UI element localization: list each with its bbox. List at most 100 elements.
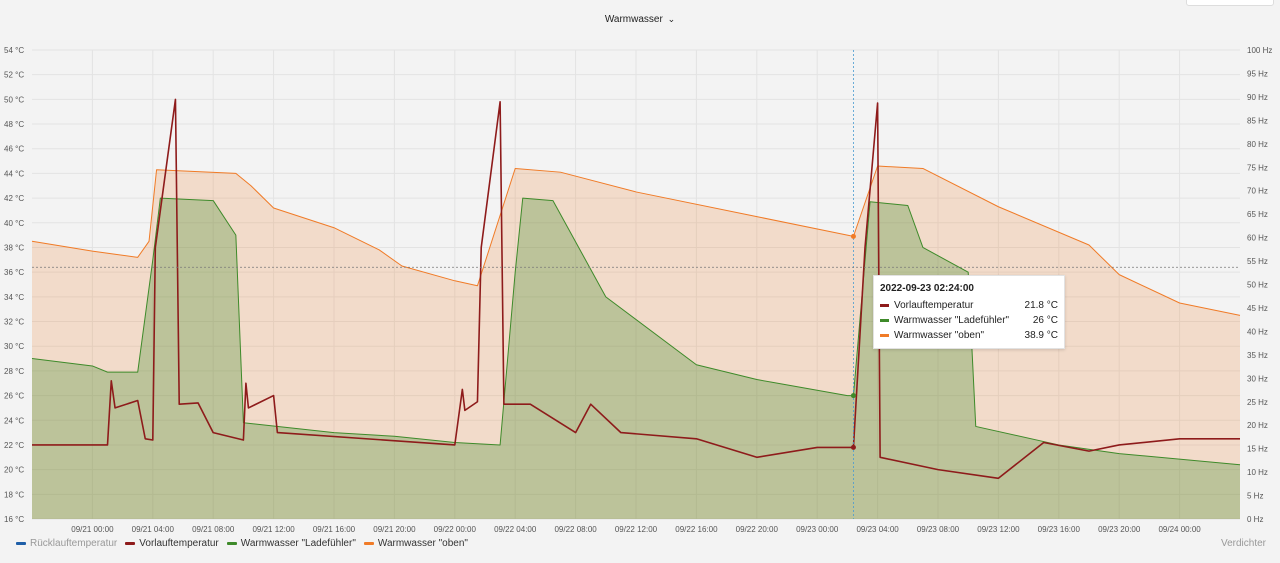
tooltip-time: 2022-09-23 02:24:00 xyxy=(880,283,974,294)
y2-tick-label: 55 Hz xyxy=(1247,257,1268,266)
panel-title[interactable]: Warmwasser ⌄ xyxy=(0,14,1280,25)
y2-tick-label: 0 Hz xyxy=(1247,515,1263,524)
y2-tick-label: 95 Hz xyxy=(1247,69,1268,78)
x-tick-label: 09/23 08:00 xyxy=(917,525,960,534)
y-tick-label: 28 °C xyxy=(4,367,24,376)
x-tick-label: 09/22 16:00 xyxy=(675,525,718,534)
series-area xyxy=(32,166,1240,519)
y-tick-label: 52 °C xyxy=(4,71,24,80)
x-tick-label: 09/23 00:00 xyxy=(796,525,839,534)
legend-swatch xyxy=(125,542,136,545)
legend: Rücklauftemperatur Vorlauftemperatur War… xyxy=(16,538,468,549)
x-tick-label: 09/23 20:00 xyxy=(1098,525,1141,534)
y2-tick-label: 80 Hz xyxy=(1247,140,1268,149)
series-line xyxy=(31,165,1241,316)
series-line xyxy=(32,98,1240,480)
y-tick-label: 50 °C xyxy=(4,95,24,104)
tooltip-row: Warmwasser "oben" 38.9 °C xyxy=(874,328,1064,343)
legend-item-oben[interactable]: Warmwasser "oben" xyxy=(363,538,468,549)
y-tick-label: 20 °C xyxy=(4,466,24,475)
time-picker-box[interactable] xyxy=(1186,0,1274,6)
legend-item-vorlauf[interactable]: Vorlauftemperatur xyxy=(125,538,219,549)
y-tick-label: 46 °C xyxy=(4,145,24,154)
y2-tick-label: 70 Hz xyxy=(1247,187,1268,196)
x-tick-label: 09/21 20:00 xyxy=(373,525,416,534)
x-tick-label: 09/22 00:00 xyxy=(434,525,477,534)
tooltip-swatch-ladefuehler xyxy=(880,319,889,322)
x-tick-label: 09/23 12:00 xyxy=(977,525,1020,534)
tooltip-value: 21.8 °C xyxy=(1024,300,1058,311)
y-tick-label: 40 °C xyxy=(4,219,24,228)
y2-tick-label: 85 Hz xyxy=(1247,116,1268,125)
tooltip-value: 38.9 °C xyxy=(1024,330,1058,341)
y2-tick-label: 35 Hz xyxy=(1247,351,1268,360)
tooltip-name: Vorlauftemperatur xyxy=(894,300,974,311)
tooltip-row: Vorlauftemperatur 21.8 °C xyxy=(874,298,1064,313)
y-tick-label: 32 °C xyxy=(4,318,24,327)
y-tick-label: 48 °C xyxy=(4,120,24,129)
y2-tick-label: 40 Hz xyxy=(1247,327,1268,336)
y2-tick-label: 65 Hz xyxy=(1247,210,1268,219)
x-tick-label: 09/21 08:00 xyxy=(192,525,235,534)
x-tick-label: 09/22 20:00 xyxy=(736,525,779,534)
y-tick-label: 44 °C xyxy=(4,169,24,178)
y-tick-label: 16 °C xyxy=(4,515,24,524)
x-tick-label: 09/22 04:00 xyxy=(494,525,537,534)
x-tick-label: 09/23 16:00 xyxy=(1038,525,1081,534)
legend-label: Warmwasser "Ladefühler" xyxy=(240,538,356,549)
y2-tick-label: 75 Hz xyxy=(1247,163,1268,172)
legend-item-ladefuehler[interactable]: Warmwasser "Ladefühler" xyxy=(226,538,356,549)
y-tick-label: 24 °C xyxy=(4,416,24,425)
y2-tick-label: 25 Hz xyxy=(1247,398,1268,407)
y2-tick-label: 30 Hz xyxy=(1247,374,1268,383)
x-tick-label: 09/21 00:00 xyxy=(71,525,114,534)
y-tick-label: 38 °C xyxy=(4,243,24,252)
y-tick-label: 42 °C xyxy=(4,194,24,203)
hover-marker xyxy=(850,393,856,399)
y2-tick-label: 10 Hz xyxy=(1247,468,1268,477)
hover-marker xyxy=(850,233,856,239)
legend-label: Rücklauftemperatur xyxy=(30,538,118,549)
y2-tick-label: 20 Hz xyxy=(1247,421,1268,430)
legend-swatch xyxy=(363,542,374,545)
legend-swatch xyxy=(16,542,26,545)
y-tick-label: 54 °C xyxy=(4,46,24,55)
x-tick-label: 09/22 12:00 xyxy=(615,525,658,534)
legend-swatch xyxy=(226,542,237,545)
y2-tick-label: 15 Hz xyxy=(1247,445,1268,454)
y2-tick-label: 50 Hz xyxy=(1247,281,1268,290)
series-line xyxy=(31,197,1241,466)
tooltip-name: Warmwasser "Ladefühler" xyxy=(894,315,1010,326)
y2-tick-label: 90 Hz xyxy=(1247,93,1268,102)
legend-label: Vorlauftemperatur xyxy=(139,538,219,549)
legend-item-verdichter[interactable]: Verdichter xyxy=(1220,538,1266,549)
y-tick-label: 34 °C xyxy=(4,293,24,302)
y2-tick-label: 60 Hz xyxy=(1247,234,1268,243)
y-tick-label: 26 °C xyxy=(4,392,24,401)
tooltip-row: Warmwasser "Ladefühler" 26 °C xyxy=(874,313,1064,328)
y-tick-label: 18 °C xyxy=(4,490,24,499)
chevron-down-icon[interactable]: ⌄ xyxy=(667,14,676,24)
x-tick-label: 09/24 00:00 xyxy=(1158,525,1201,534)
x-tick-label: 09/21 12:00 xyxy=(252,525,295,534)
tooltip-swatch-oben xyxy=(880,334,889,337)
x-tick-label: 09/23 04:00 xyxy=(856,525,899,534)
tooltip-swatch-vorlauf xyxy=(880,304,889,307)
y-tick-label: 36 °C xyxy=(4,268,24,277)
tooltip-name: Warmwasser "oben" xyxy=(894,330,985,341)
y-tick-label: 30 °C xyxy=(4,342,24,351)
tooltip-value: 26 °C xyxy=(1032,315,1058,326)
y2-tick-label: 5 Hz xyxy=(1247,492,1263,501)
panel-title-text: Warmwasser xyxy=(604,14,663,25)
x-tick-label: 09/21 04:00 xyxy=(132,525,175,534)
y-tick-label: 22 °C xyxy=(4,441,24,450)
hover-marker xyxy=(850,444,856,450)
legend-label: Warmwasser "oben" xyxy=(377,538,468,549)
y2-tick-label: 100 Hz xyxy=(1247,46,1272,55)
x-tick-label: 09/21 16:00 xyxy=(313,525,356,534)
y2-tick-label: 45 Hz xyxy=(1247,304,1268,313)
tooltip: 2022-09-23 02:24:00 Vorlauftemperatur 21… xyxy=(873,275,1065,349)
x-tick-label: 09/22 08:00 xyxy=(554,525,597,534)
legend-item-ruecklauf[interactable]: Rücklauftemperatur xyxy=(16,538,117,549)
